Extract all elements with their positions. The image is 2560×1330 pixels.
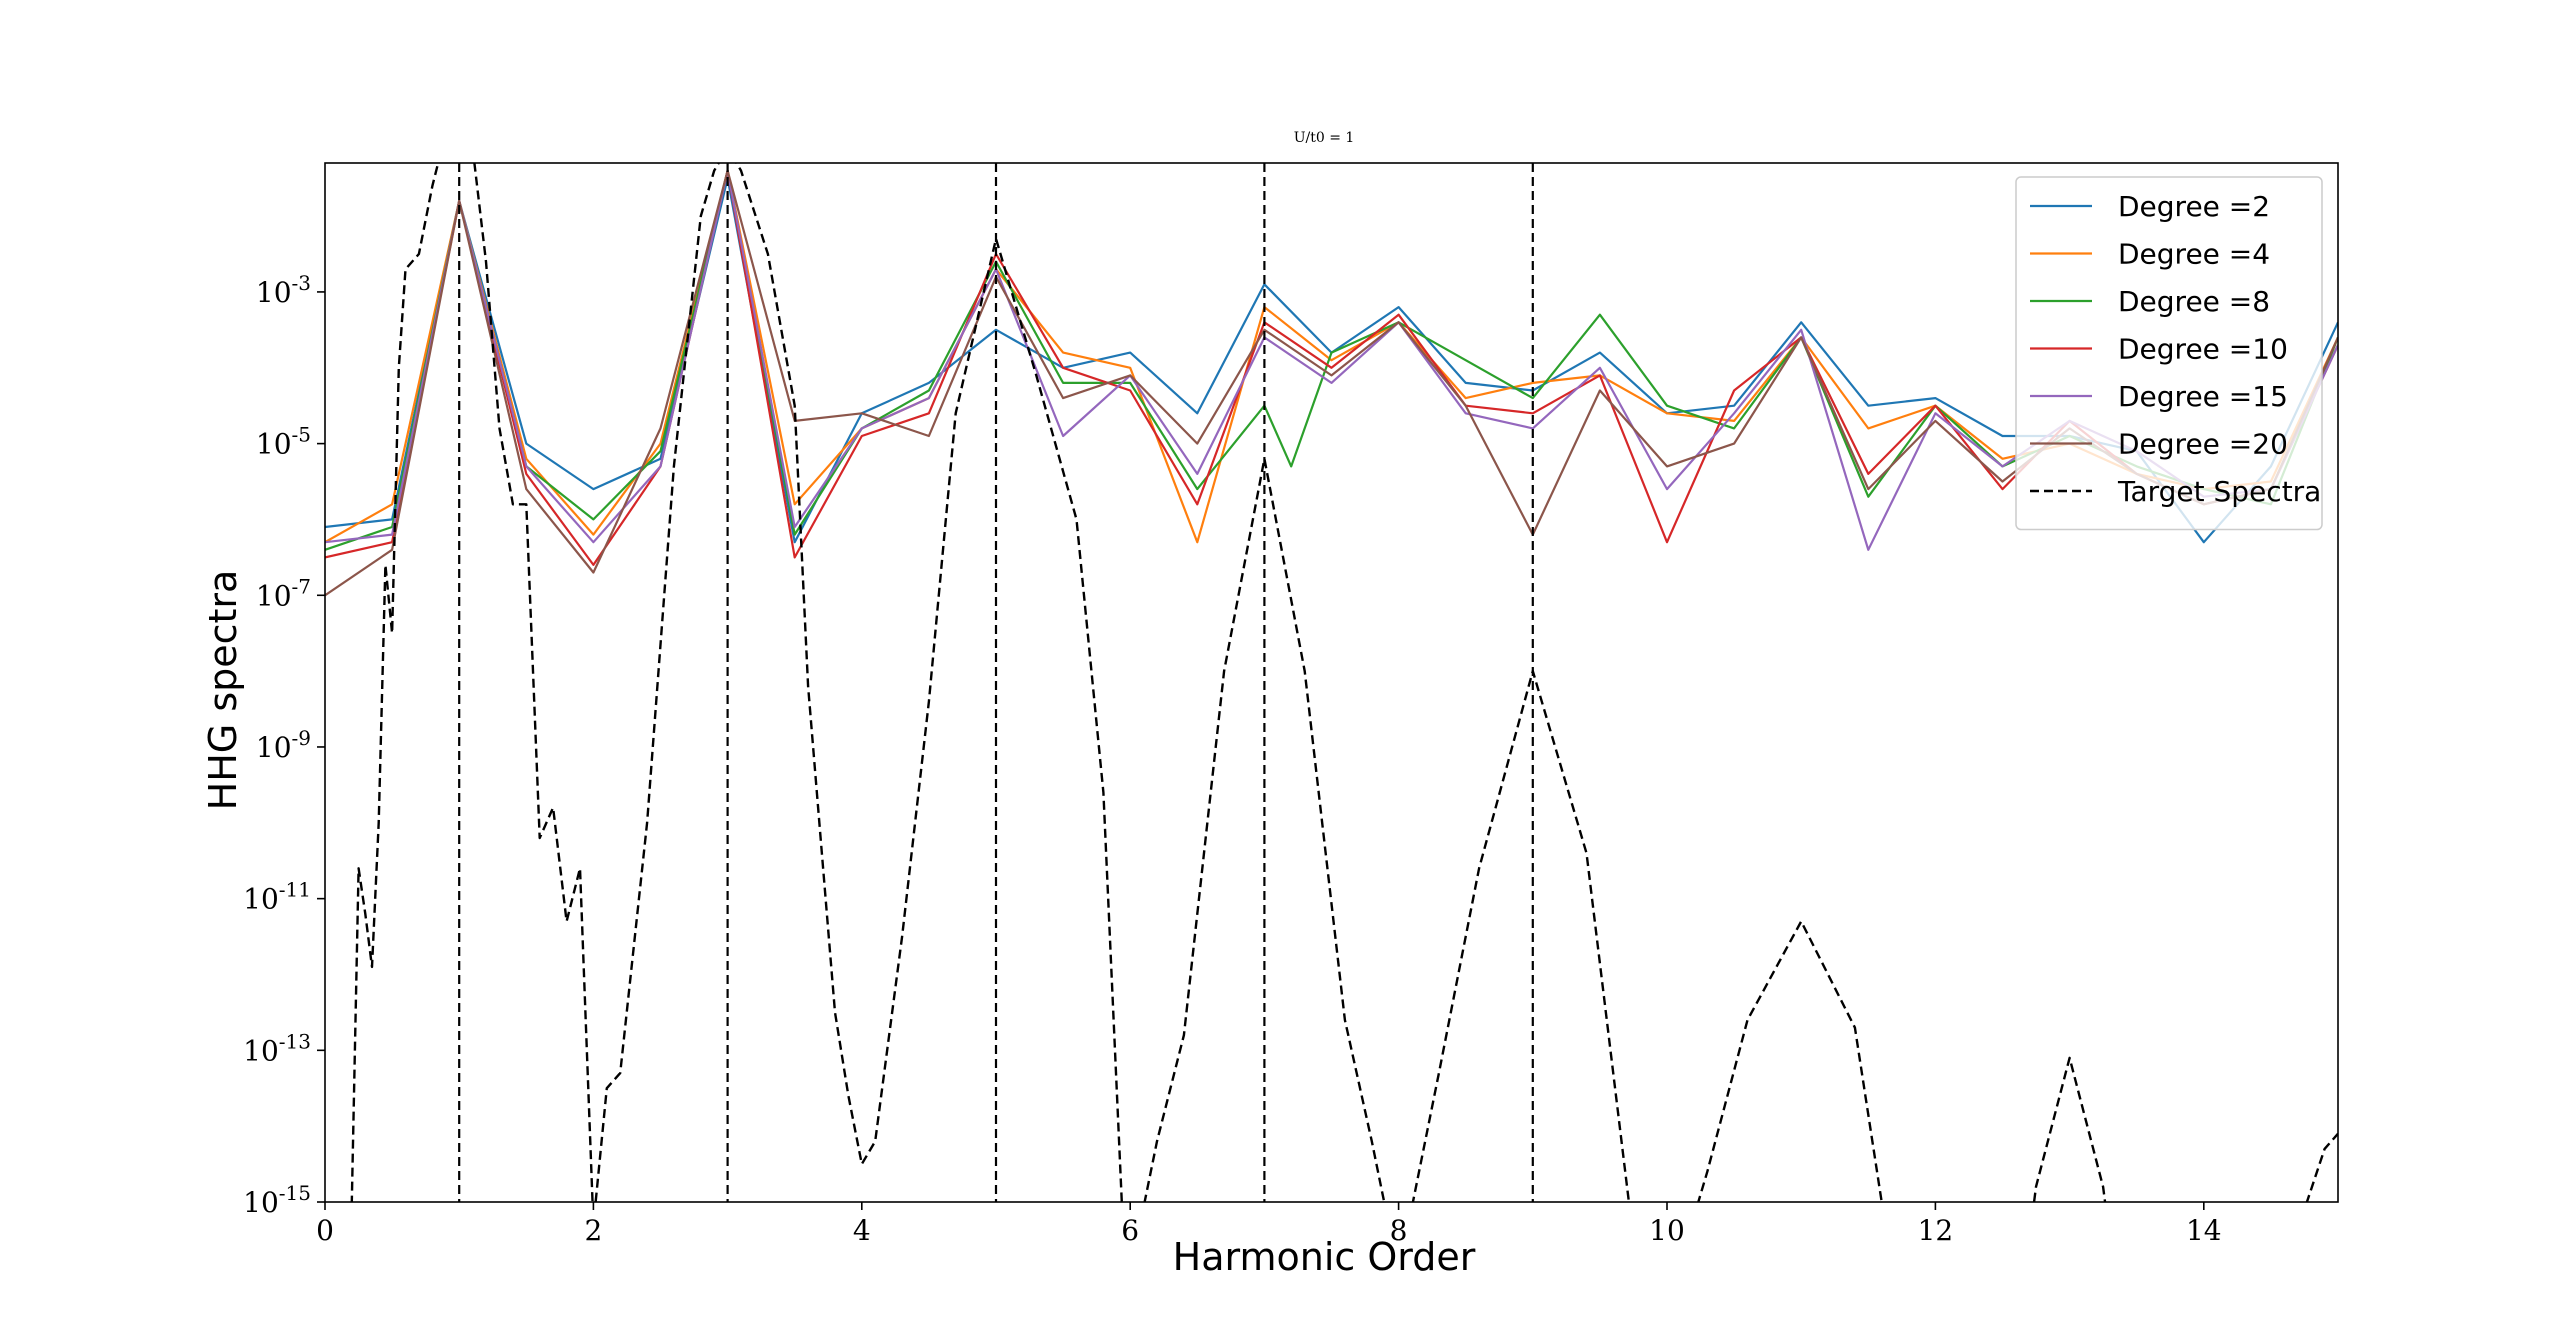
series-line-4 [325,169,2338,551]
x-tick-label-0: 0 [316,1214,334,1247]
y-tick-label-2: 10-7 [256,574,311,612]
x-tick-label-4: 8 [1390,1214,1408,1247]
y-tick-label-1: 10-5 [256,423,311,461]
legend-label-5: Degree =20 [2118,428,2288,461]
x-tick-label-6: 12 [1918,1214,1954,1247]
legend-label-2: Degree =8 [2118,285,2270,318]
series-line-6 [350,163,2338,1202]
plot-frame [324,162,2339,1203]
legend-label-0: Degree =2 [2118,190,2270,223]
series-layer [325,163,2338,1202]
legend: Degree =2 Degree =4 Degree =8 Degree =10 Deg… [2015,176,2323,531]
legend-label-4: Degree =15 [2118,380,2288,413]
series-line-5 [325,169,2338,597]
x-tick-label-5: 10 [1649,1214,1685,1247]
series-line-1 [325,169,2338,544]
x-tick-label-1: 2 [584,1214,602,1247]
x-axis-ticks: 0 2 4 6 8 10 12 14 [316,1202,2222,1247]
y-tick-label-5: 10-13 [243,1029,311,1067]
legend-label-6: Target Spectra [2117,475,2321,508]
x-tick-label-7: 14 [2186,1214,2222,1247]
y-tick-label-6: 10-15 [243,1181,311,1219]
x-axis-label: Harmonic Order [1173,1235,1476,1279]
legend-box [2015,176,2323,531]
y-tick-label-3: 10-9 [256,726,311,764]
x-tick-label-2: 4 [853,1214,871,1247]
chart-title: U/t0 = 1 [1294,130,1355,146]
legend-label-3: Degree =10 [2118,333,2288,366]
legend-label-1: Degree =4 [2118,238,2270,271]
vertical-reference-lines [458,163,1534,1202]
y-axis-label: HHG spectra [201,570,245,811]
y-tick-label-0: 10-3 [256,271,311,309]
y-axis-ticks: 10-3 10-5 10-7 10-9 10-11 10-13 10-15 [243,271,325,1219]
y-tick-label-4: 10-11 [243,878,311,916]
x-tick-label-3: 6 [1121,1214,1139,1247]
